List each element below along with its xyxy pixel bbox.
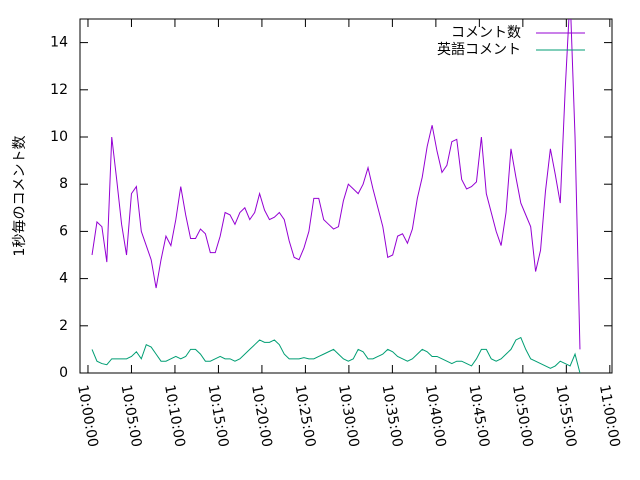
legend-label: 英語コメント [437,41,521,58]
plot-border [79,18,613,374]
y-tick-label: 12 [50,82,68,98]
y-tick-label: 14 [50,35,68,51]
x-tick-label: 10:20:00 [248,384,275,449]
y-tick-label: 8 [59,176,68,192]
plot-area [91,19,581,373]
x-tick-label: 10:10:00 [161,384,188,449]
y-tick-label: 4 [59,271,68,287]
y-tick-label: 2 [59,318,68,334]
x-tick-label: 10:35:00 [379,384,406,449]
x-tick-label: 10:55:00 [552,384,579,449]
x-tick-label: 10:05:00 [118,384,145,449]
data-line [91,19,581,350]
y-tick-label: 0 [59,365,68,381]
x-tick-label: 11:00:00 [596,384,623,449]
x-tick-label: 10:45:00 [465,384,492,449]
y-axis-label: 1秒毎のコメント数 [12,136,28,257]
y-tick-label: 10 [50,129,68,145]
x-tick-label: 10:40:00 [422,384,449,449]
x-tick-label: 10:15:00 [205,384,232,449]
x-tick-label: 10:25:00 [292,384,319,449]
x-tick-label: 10:00:00 [74,384,101,449]
x-tick-label: 10:50:00 [509,384,536,449]
x-tick-label: 10:30:00 [335,384,362,449]
legend-label: コメント数 [451,25,521,41]
y-tick-label: 6 [59,223,68,239]
data-line [91,336,581,373]
